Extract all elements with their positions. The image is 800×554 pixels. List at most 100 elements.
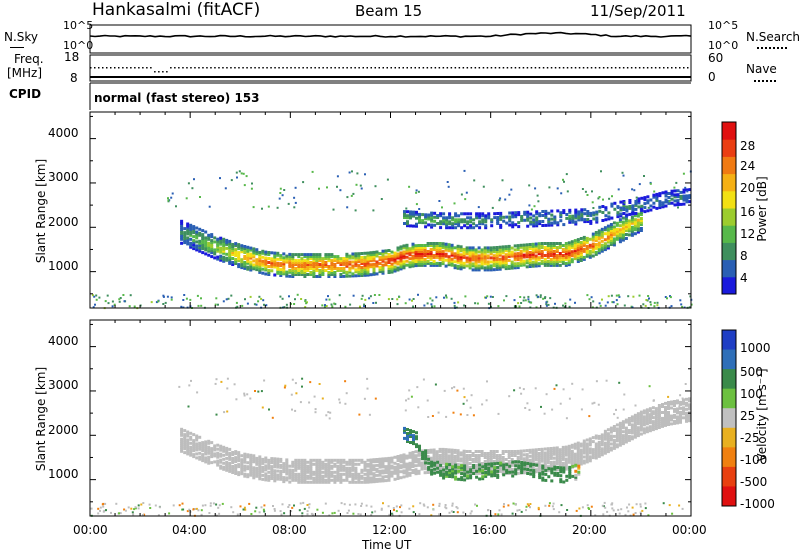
heatmap-cell [363, 271, 367, 275]
heatmap-cell [511, 215, 515, 219]
heatmap-cell [396, 260, 400, 264]
heatmap-cell [588, 441, 592, 445]
heatmap-cell [378, 266, 382, 270]
heatmap-cell [636, 426, 640, 430]
heatmap-cell [123, 508, 126, 511]
heatmap-cell [684, 186, 687, 189]
heatmap-cell [429, 250, 433, 253]
heatmap-cell [682, 412, 685, 416]
heatmap-cell [201, 457, 205, 461]
heatmap-cell [574, 214, 578, 218]
heatmap-cell [315, 472, 319, 476]
heatmap-cell [574, 477, 578, 481]
heatmap-cell [424, 461, 428, 465]
heatmap-cell [555, 454, 559, 458]
heatmap-cell [357, 258, 361, 262]
heatmap-cell [610, 503, 613, 506]
heatmap-cell [600, 443, 604, 447]
heatmap-cell [561, 244, 565, 247]
heatmap-cell [463, 396, 466, 399]
heatmap-cell [276, 469, 280, 473]
heatmap-cell [378, 471, 382, 475]
heatmap-cell [531, 250, 535, 254]
heatmap-cell [342, 266, 346, 270]
heatmap-cell [594, 436, 598, 440]
heatmap-cell [369, 472, 373, 476]
heatmap-cell [534, 256, 538, 260]
heatmap-cell [606, 226, 610, 230]
nave-dot [546, 67, 549, 69]
heatmap-cell [321, 470, 325, 474]
heatmap-cell [504, 263, 508, 267]
heatmap-cell [489, 248, 493, 252]
heatmap-cell [294, 267, 298, 270]
heatmap-cell [462, 451, 466, 455]
heatmap-cell [255, 248, 259, 252]
heatmap-cell [573, 446, 577, 450]
heatmap-cell [270, 461, 274, 465]
heatmap-cell [118, 512, 120, 515]
heatmap-cell [607, 295, 610, 298]
heatmap-cell [576, 459, 580, 463]
heatmap-cell [424, 215, 428, 219]
heatmap-cell [321, 267, 325, 270]
heatmap-cell [516, 449, 520, 453]
heatmap-cell [570, 451, 574, 455]
heatmap-cell [468, 450, 472, 453]
heatmap-cell [519, 261, 523, 265]
heatmap-cell [604, 214, 608, 218]
heatmap-cell [438, 513, 441, 516]
heatmap-cell [351, 458, 355, 462]
heatmap-cell [414, 250, 418, 254]
nave-dot [566, 67, 569, 69]
heatmap-cell [517, 302, 520, 305]
nave-dot [618, 67, 621, 69]
heatmap-cell [484, 471, 488, 474]
heatmap-cell [682, 198, 686, 202]
heatmap-cell [331, 512, 334, 515]
heatmap-cell [381, 265, 385, 269]
nave-dot [498, 67, 501, 69]
heatmap-cell [186, 452, 190, 456]
heatmap-cell [209, 504, 212, 507]
heatmap-cell [535, 212, 539, 216]
heatmap-cell [318, 466, 322, 470]
heatmap-cell [633, 413, 637, 417]
heatmap-cell [541, 210, 545, 213]
heatmap-cell [522, 457, 526, 461]
heatmap-cell [457, 301, 460, 304]
heatmap-cell [586, 220, 590, 223]
heatmap-cell [474, 302, 477, 305]
heatmap-cell [360, 262, 364, 265]
heatmap-cell [466, 476, 470, 480]
heatmap-cell [525, 465, 529, 469]
heatmap-cell [342, 270, 346, 274]
heatmap-cell [558, 254, 562, 257]
heatmap-cell [589, 213, 593, 217]
heatmap-cell [679, 416, 682, 420]
heatmap-cell [333, 255, 337, 259]
heatmap-cell [483, 246, 487, 250]
heatmap-cell [393, 455, 397, 459]
heatmap-cell [582, 249, 586, 253]
heatmap-cell [436, 222, 440, 225]
heatmap-cell [621, 236, 625, 240]
heatmap-cell [261, 271, 265, 275]
heatmap-cell [387, 257, 391, 260]
heatmap-cell [280, 513, 283, 516]
heatmap-cell [318, 472, 322, 476]
heatmap-cell [399, 267, 403, 271]
heatmap-cell [642, 415, 646, 419]
heatmap-cell [423, 263, 427, 267]
heatmap-cell [426, 506, 429, 509]
heatmap-cell [547, 219, 551, 223]
heatmap-cell [556, 466, 560, 469]
heatmap-cell [606, 442, 610, 446]
heatmap-cell [549, 259, 553, 263]
heatmap-cell [435, 454, 439, 458]
heatmap-cell [516, 248, 520, 252]
heatmap-cell [351, 264, 355, 268]
heatmap-cell [382, 502, 384, 505]
heatmap-cell [264, 478, 268, 482]
heatmap-cell [195, 438, 199, 442]
